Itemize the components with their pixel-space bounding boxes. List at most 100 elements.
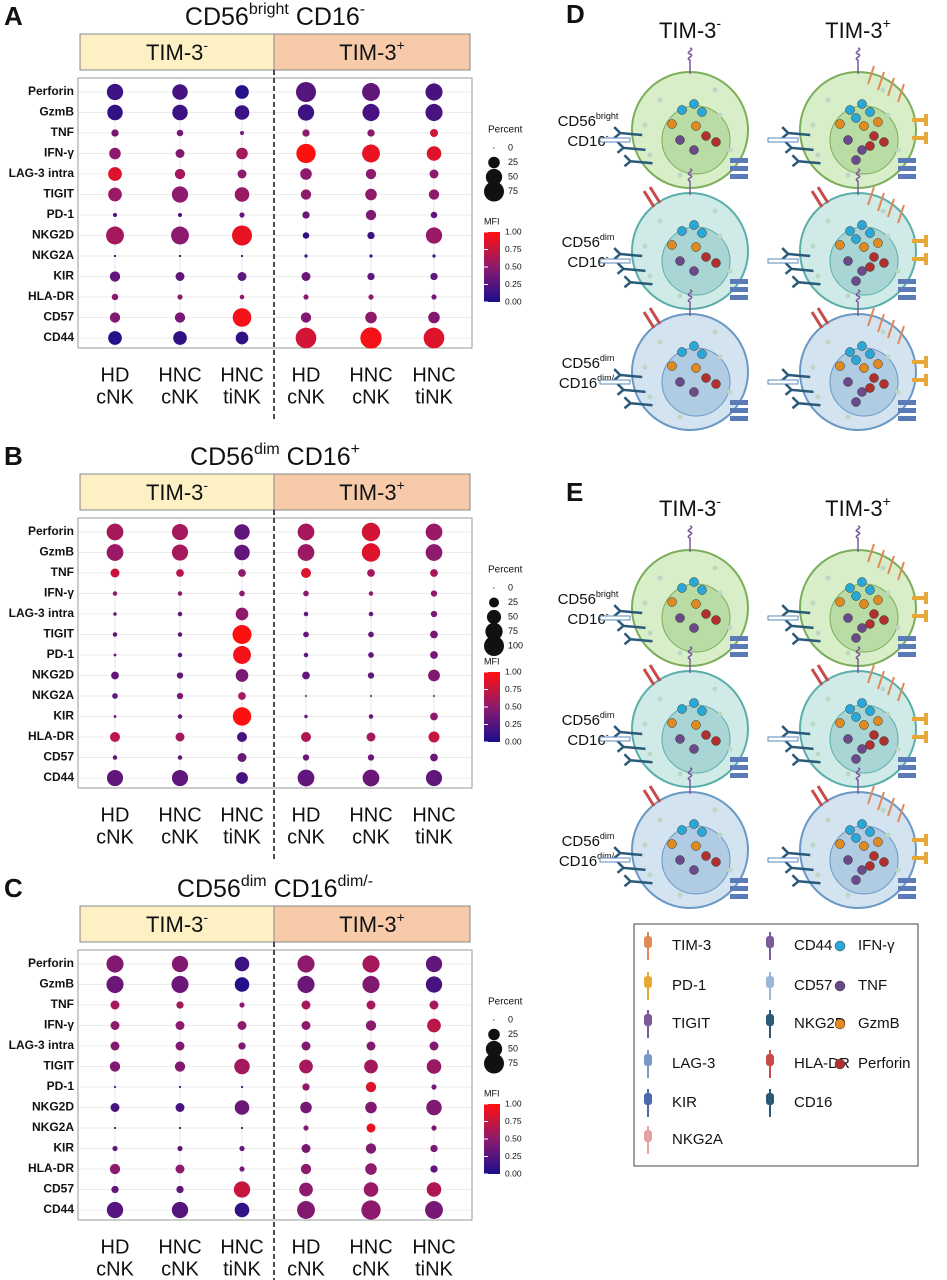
dot [301,1000,311,1010]
row-label: CD57 [43,1182,74,1196]
size-legend-dot [485,1040,503,1058]
receptor-pd1 [912,235,928,247]
granule [712,208,718,214]
molecule [869,252,879,262]
legend-glyph [766,1093,774,1105]
row-label: LAG-3 intra [9,1038,75,1052]
granule [815,751,821,757]
dot [240,131,244,135]
molecule [851,754,861,764]
receptor-tim3 [877,549,885,569]
granule [845,414,851,420]
row-label: NKG2D [32,668,74,682]
legend-glyph [766,1054,774,1066]
dot [238,1042,246,1050]
dot [303,1125,309,1131]
molecule [677,704,687,714]
color-tick-label: 0.25 [505,279,522,289]
dot [365,1163,377,1175]
dot [112,591,118,596]
row-label: HLA-DR [28,289,74,303]
color-tick-label: 0.75 [505,684,522,694]
receptor-tim3 [887,77,895,97]
receptor-nkg2d [613,846,643,860]
molecule [689,387,699,397]
dot [171,975,189,994]
dot [109,312,121,323]
dot [235,85,249,99]
dot [367,231,375,240]
row-label: CD44 [43,1202,74,1216]
legend-label: LAG-3 [672,1055,715,1072]
receptor-tim3 [897,561,905,581]
granule [642,842,648,848]
receptor-pd1 [912,834,928,846]
dot [237,732,247,742]
chart-title-part: - [360,1,365,18]
cell [599,47,749,189]
dot [362,103,380,122]
dot [235,331,249,345]
color-tick-label: 0.75 [505,244,522,254]
dot [113,715,117,718]
dot [431,1084,437,1090]
row-label: IFN-γ [44,146,74,160]
size-legend-label: 0 [508,1014,513,1024]
size-legend-dot [488,1028,500,1041]
dot [110,1103,120,1112]
receptor-tim3 [897,204,905,224]
molecule [869,131,879,141]
row-label: PD-1 [47,647,75,661]
receptor-nkg2d [791,753,821,767]
dot [237,169,247,179]
receptor-nkg2d [616,739,646,753]
receptor-nkg2d [791,632,821,646]
receptor-cd57 [767,857,799,863]
molecule [857,865,867,875]
molecule [873,359,883,369]
row-label: LAG-3 intra [9,606,75,620]
dot [297,544,315,561]
column-header: TIM-3+ [825,493,891,521]
molecule [843,377,853,387]
granule [717,590,723,596]
row-label: IFN-γ [44,586,74,600]
dot [175,1103,185,1112]
dot [112,755,118,760]
molecule [851,591,861,601]
receptor-pd1 [912,852,928,864]
dot [171,186,189,203]
receptor-nkg2d [781,846,811,860]
receptor-nkg2d [784,261,814,275]
receptor-kir [730,894,748,899]
column-label: HNC [412,804,455,826]
receptor-cd57 [599,379,631,385]
dot [174,1061,186,1072]
row-label: TNF [51,565,74,579]
row-label: HLA-DR [28,729,74,743]
dot [111,129,119,137]
dot [301,1021,311,1030]
dot [106,226,124,245]
dot [425,83,443,101]
dot [301,272,311,281]
dot [426,146,442,161]
receptor-nkg2d [781,368,811,382]
dot [425,227,443,244]
molecule [859,841,869,851]
color-tick-label: 0.00 [505,736,522,746]
row-label: CD16- [567,730,608,749]
dot [173,331,187,345]
dot [425,955,443,973]
column-label: tiNK [223,826,261,848]
column-label: cNK [287,1258,325,1280]
receptor-nkg2d [791,396,821,410]
molecule [843,613,853,623]
receptor-nkg2d [616,860,646,874]
receptor-tim3 [867,543,875,563]
molecule [857,698,867,708]
molecule [845,704,855,714]
granule [712,87,718,93]
dot [362,769,380,787]
granule [727,625,733,631]
